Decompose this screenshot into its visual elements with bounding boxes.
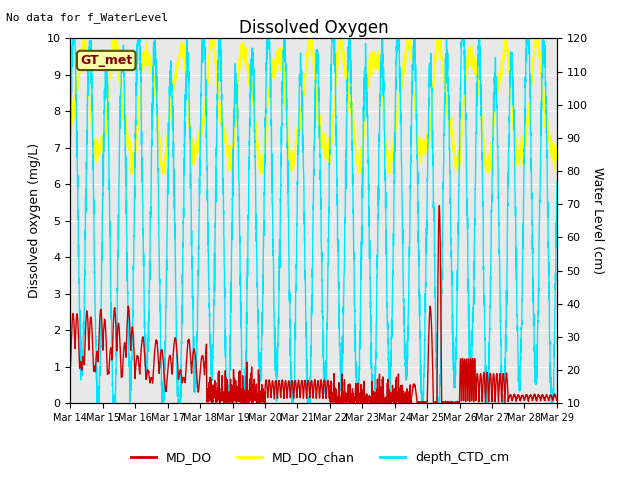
Legend: MD_DO, MD_DO_chan, depth_CTD_cm: MD_DO, MD_DO_chan, depth_CTD_cm [126, 446, 514, 469]
Title: Dissolved Oxygen: Dissolved Oxygen [239, 19, 388, 37]
Text: GT_met: GT_met [80, 54, 132, 67]
Y-axis label: Water Level (cm): Water Level (cm) [591, 167, 604, 275]
Text: No data for f_WaterLevel: No data for f_WaterLevel [6, 12, 168, 23]
Y-axis label: Dissolved oxygen (mg/L): Dissolved oxygen (mg/L) [28, 143, 41, 299]
